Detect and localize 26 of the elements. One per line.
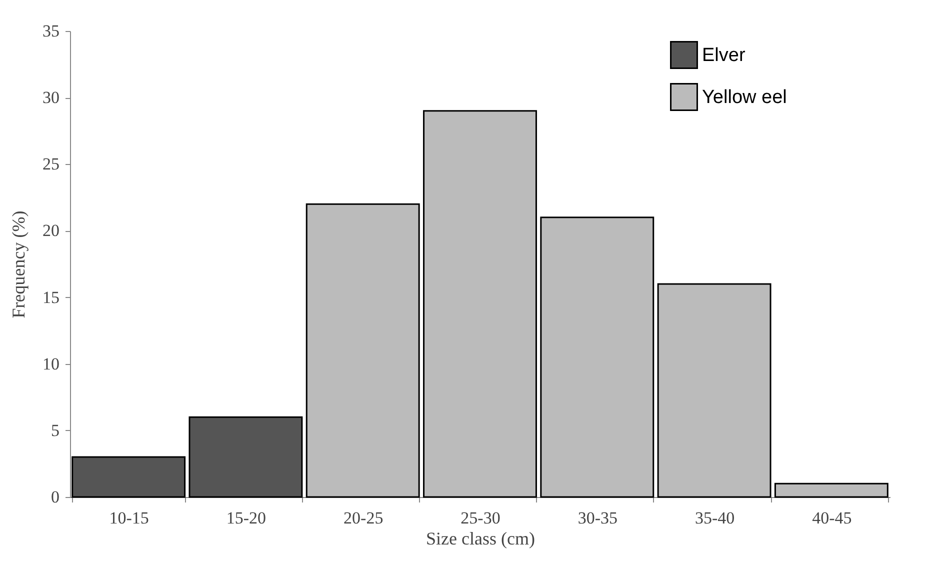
- legend-label: Yellow eel: [702, 87, 787, 108]
- x-tick-label: 15-20: [226, 508, 266, 528]
- y-axis-title: Frequency (%): [8, 210, 28, 318]
- bar: [72, 456, 186, 498]
- y-tick-label: 35: [42, 22, 60, 40]
- x-tick-label: 20-25: [344, 508, 384, 528]
- x-tick-label: 35-40: [694, 508, 735, 528]
- x-axis-title: Size class (cm): [426, 528, 535, 548]
- bar: [774, 482, 888, 498]
- legend-label: Elver: [702, 45, 746, 66]
- y-tick-label: 15: [42, 288, 60, 307]
- x-tick-label: 40-45: [812, 508, 852, 528]
- y-tick-label: 30: [42, 88, 60, 108]
- y-tick-label: 5: [51, 420, 60, 440]
- bar: [306, 203, 420, 498]
- x-tick-label: 30-35: [578, 508, 618, 528]
- x-tick-label: 25-30: [460, 508, 500, 528]
- bar: [540, 216, 654, 498]
- y-tick-label: 10: [42, 354, 60, 374]
- x-tick-label: 10-15: [109, 508, 149, 528]
- bar: [423, 110, 537, 498]
- y-tick-label: 20: [42, 221, 60, 240]
- y-tick-label: 25: [42, 154, 60, 174]
- bar: [188, 416, 303, 498]
- bar: [657, 283, 772, 498]
- y-tick-label: 0: [51, 488, 60, 506]
